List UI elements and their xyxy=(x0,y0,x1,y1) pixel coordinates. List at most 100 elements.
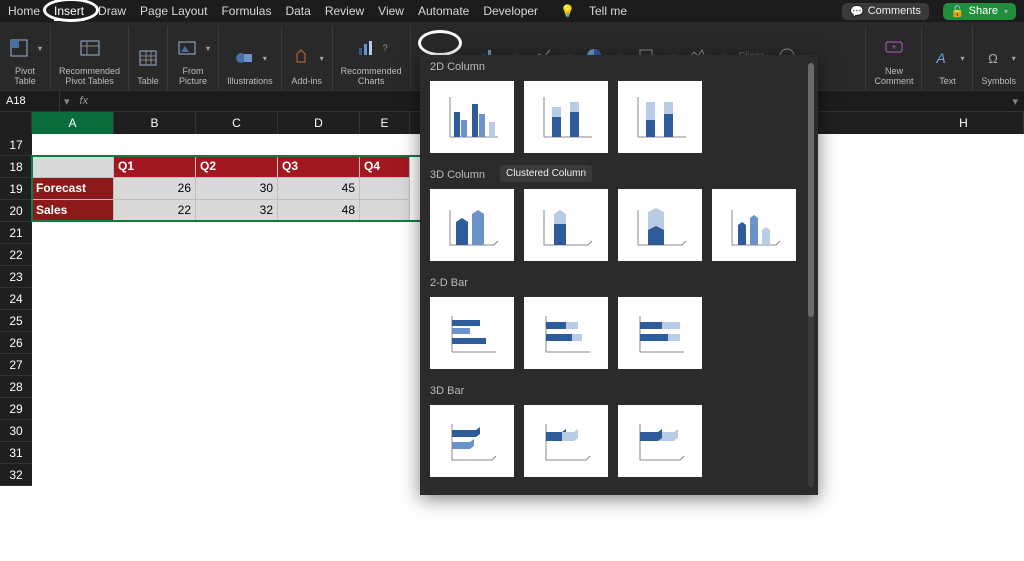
ribbon-from-picture[interactable]: ▾ From Picture xyxy=(168,26,219,90)
ribbon-illustrations[interactable]: ▾ Illustrations xyxy=(219,26,282,90)
col-header-D[interactable]: D xyxy=(278,112,360,134)
cell[interactable]: Q4 xyxy=(360,156,410,178)
cell[interactable] xyxy=(278,332,360,354)
cell[interactable] xyxy=(32,222,114,244)
row-header[interactable]: 31 xyxy=(0,442,32,464)
cell[interactable]: Sales xyxy=(32,200,114,222)
ribbon-pivot-table[interactable]: ▾ Pivot Table xyxy=(0,26,51,90)
cell[interactable] xyxy=(32,310,114,332)
select-all-corner[interactable] xyxy=(0,112,32,134)
cell[interactable] xyxy=(196,134,278,156)
cell[interactable] xyxy=(278,244,360,266)
cell[interactable] xyxy=(360,200,410,222)
cell[interactable] xyxy=(114,376,196,398)
cell[interactable]: Q1 xyxy=(114,156,196,178)
cell[interactable]: 22 xyxy=(114,200,196,222)
menu-developer[interactable]: Developer xyxy=(483,4,538,18)
row-header[interactable]: 17 xyxy=(0,134,32,156)
cell[interactable] xyxy=(360,244,410,266)
cell[interactable] xyxy=(196,464,278,486)
cell[interactable] xyxy=(32,376,114,398)
cell[interactable] xyxy=(114,244,196,266)
cell[interactable] xyxy=(32,398,114,420)
cell[interactable] xyxy=(114,288,196,310)
row-header[interactable]: 32 xyxy=(0,464,32,486)
cell[interactable] xyxy=(32,420,114,442)
cell[interactable] xyxy=(196,354,278,376)
ribbon-text[interactable]: A▾ Text xyxy=(922,26,973,90)
cell[interactable] xyxy=(278,134,360,156)
row-header[interactable]: 26 xyxy=(0,332,32,354)
cell[interactable]: 26 xyxy=(114,178,196,200)
menu-home[interactable]: Home xyxy=(8,4,40,18)
formula-expand-icon[interactable]: ▾ xyxy=(1006,95,1024,108)
cell[interactable] xyxy=(278,420,360,442)
cell[interactable]: 30 xyxy=(196,178,278,200)
cell[interactable] xyxy=(196,266,278,288)
row-header[interactable]: 27 xyxy=(0,354,32,376)
namebox-chevron-icon[interactable]: ▾ xyxy=(60,95,74,108)
cell[interactable] xyxy=(196,442,278,464)
thumb-100-stacked-column[interactable] xyxy=(618,81,702,153)
ribbon-rec-charts[interactable]: ? Recommended Charts xyxy=(333,26,411,90)
share-button[interactable]: 🔓 Share ▾ xyxy=(943,3,1016,20)
cell[interactable] xyxy=(278,310,360,332)
thumb-clustered-bar[interactable] xyxy=(430,297,514,369)
menu-review[interactable]: Review xyxy=(325,4,364,18)
thumb-3d-100-stacked-bar[interactable] xyxy=(618,405,702,477)
thumb-3d-100-stacked-column[interactable] xyxy=(618,189,702,261)
cell[interactable] xyxy=(114,266,196,288)
cell[interactable] xyxy=(360,288,410,310)
row-header[interactable]: 19 xyxy=(0,178,32,200)
row-header[interactable]: 22 xyxy=(0,244,32,266)
cell[interactable] xyxy=(32,332,114,354)
name-box[interactable] xyxy=(0,91,60,111)
row-header[interactable]: 23 xyxy=(0,266,32,288)
cell[interactable] xyxy=(360,266,410,288)
cell[interactable] xyxy=(114,420,196,442)
cell[interactable] xyxy=(278,376,360,398)
cell[interactable] xyxy=(196,222,278,244)
cell[interactable] xyxy=(114,332,196,354)
cell[interactable] xyxy=(278,464,360,486)
thumb-clustered-column[interactable] xyxy=(430,81,514,153)
ribbon-table[interactable]: Table xyxy=(129,26,168,90)
row-header[interactable]: 25 xyxy=(0,310,32,332)
cell[interactable] xyxy=(360,464,410,486)
cell[interactable] xyxy=(196,288,278,310)
cell[interactable] xyxy=(32,244,114,266)
col-header-H[interactable]: H xyxy=(904,112,1024,134)
cell[interactable]: Forecast xyxy=(32,178,114,200)
dropdown-scroll-thumb[interactable] xyxy=(808,63,814,317)
ribbon-rec-pivot[interactable]: Recommended Pivot Tables xyxy=(51,26,129,90)
cell[interactable] xyxy=(114,398,196,420)
cell[interactable] xyxy=(114,442,196,464)
menu-automate[interactable]: Automate xyxy=(418,4,469,18)
cell[interactable] xyxy=(360,354,410,376)
cell[interactable]: 32 xyxy=(196,200,278,222)
cell[interactable] xyxy=(196,244,278,266)
ribbon-new-comment[interactable]: + New Comment xyxy=(866,26,922,90)
thumb-3d-stacked-column[interactable] xyxy=(524,189,608,261)
cell[interactable] xyxy=(278,222,360,244)
cell[interactable] xyxy=(32,134,114,156)
cell[interactable] xyxy=(360,442,410,464)
cell[interactable] xyxy=(32,354,114,376)
col-header-B[interactable]: B xyxy=(114,112,196,134)
thumb-3d-column[interactable] xyxy=(712,189,796,261)
cell[interactable] xyxy=(360,310,410,332)
cell[interactable] xyxy=(278,354,360,376)
cell[interactable] xyxy=(114,222,196,244)
row-header[interactable]: 29 xyxy=(0,398,32,420)
cell[interactable] xyxy=(360,134,410,156)
col-header-E[interactable]: E xyxy=(360,112,410,134)
cell[interactable] xyxy=(360,332,410,354)
thumb-3d-stacked-bar[interactable] xyxy=(524,405,608,477)
cell[interactable] xyxy=(32,464,114,486)
row-header[interactable]: 18 xyxy=(0,156,32,178)
row-header[interactable]: 21 xyxy=(0,222,32,244)
cell[interactable] xyxy=(278,442,360,464)
grid[interactable]: Q1Q2Q3Q4Forecast263045Sales223248 xyxy=(32,134,410,486)
cell[interactable] xyxy=(196,310,278,332)
menu-insert[interactable]: Insert xyxy=(54,4,84,18)
